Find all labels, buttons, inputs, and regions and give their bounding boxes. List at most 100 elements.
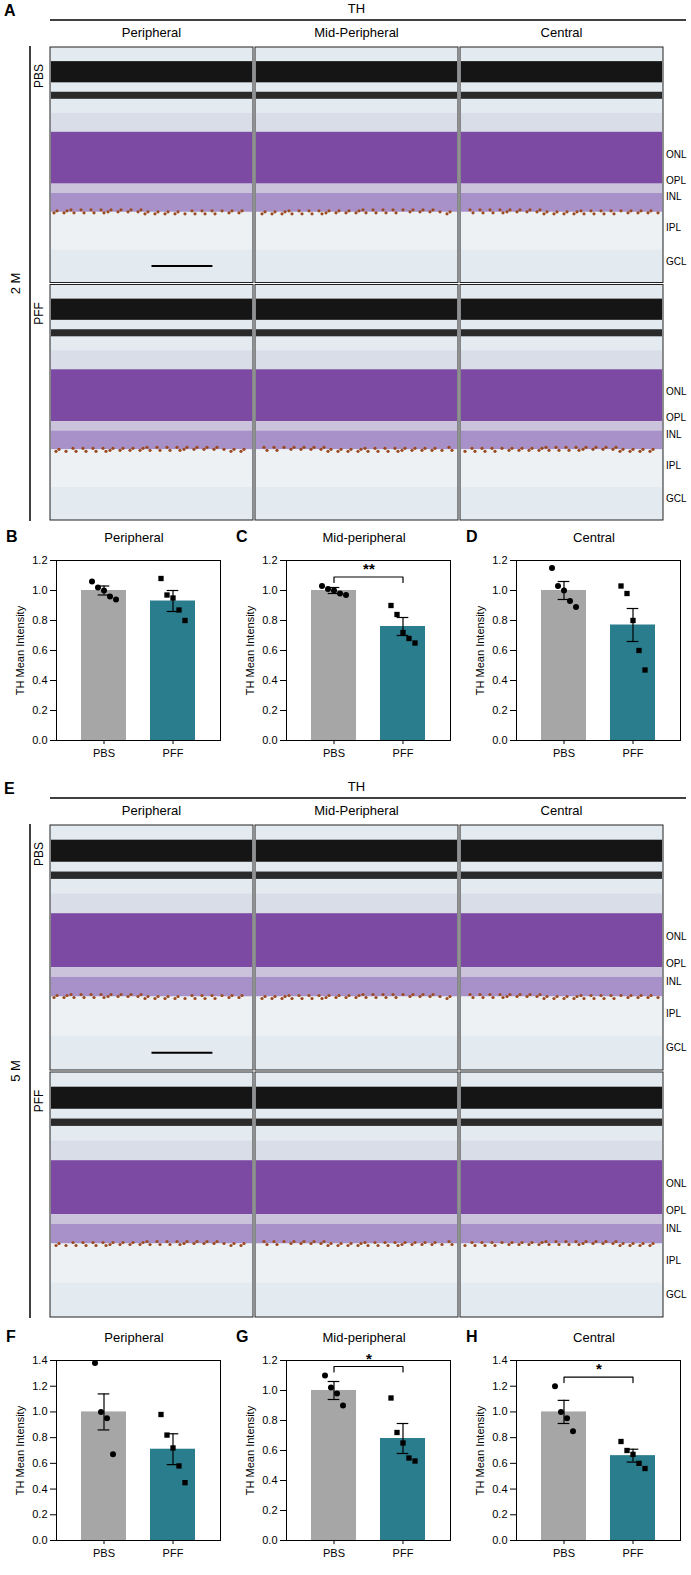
svg-text:0.2: 0.2 (32, 1508, 47, 1520)
svg-text:1.0: 1.0 (492, 584, 507, 596)
svg-text:OPL: OPL (666, 175, 686, 186)
svg-text:0.6: 0.6 (32, 644, 47, 656)
svg-text:TH Mean Intensity: TH Mean Intensity (244, 605, 256, 695)
svg-text:0.8: 0.8 (492, 1431, 507, 1443)
svg-text:0.2: 0.2 (262, 704, 277, 716)
svg-text:ONL: ONL (666, 386, 687, 397)
svg-text:1.2: 1.2 (32, 554, 47, 566)
svg-text:IPL: IPL (666, 460, 681, 471)
svg-text:TH: TH (348, 1, 365, 16)
svg-text:OPL: OPL (666, 1205, 686, 1216)
svg-text:ONL: ONL (666, 931, 687, 942)
svg-text:GCL: GCL (666, 256, 687, 267)
svg-text:1.0: 1.0 (32, 1405, 47, 1417)
svg-text:PFF: PFF (623, 1547, 644, 1559)
svg-text:0.2: 0.2 (262, 1504, 277, 1516)
svg-text:0.8: 0.8 (262, 1414, 277, 1426)
svg-text:Central: Central (541, 803, 583, 818)
svg-text:0.6: 0.6 (262, 644, 277, 656)
svg-text:2 M: 2 M (8, 273, 23, 295)
svg-text:E: E (4, 780, 15, 797)
svg-text:0.0: 0.0 (32, 734, 47, 746)
svg-text:0.4: 0.4 (32, 1483, 47, 1495)
svg-text:A: A (4, 2, 16, 19)
svg-text:0.0: 0.0 (492, 734, 507, 746)
svg-text:INL: INL (666, 191, 682, 202)
svg-text:INL: INL (666, 1223, 682, 1234)
svg-text:1.0: 1.0 (32, 584, 47, 596)
svg-text:INL: INL (666, 429, 682, 440)
svg-text:GCL: GCL (666, 493, 687, 504)
svg-text:0.0: 0.0 (492, 1534, 507, 1546)
svg-text:0.2: 0.2 (492, 1508, 507, 1520)
svg-text:IPL: IPL (666, 1255, 681, 1266)
svg-text:Peripheral: Peripheral (122, 25, 181, 40)
svg-text:TH Mean Intensity: TH Mean Intensity (14, 1405, 26, 1495)
svg-text:*: * (366, 1350, 372, 1367)
svg-text:1.2: 1.2 (492, 1380, 507, 1392)
svg-text:0.4: 0.4 (492, 1483, 507, 1495)
svg-text:TH Mean Intensity: TH Mean Intensity (244, 1405, 256, 1495)
svg-text:GCL: GCL (666, 1042, 687, 1053)
svg-text:1.4: 1.4 (32, 1354, 47, 1366)
svg-text:PFF: PFF (32, 1090, 46, 1113)
svg-text:IPL: IPL (666, 1008, 681, 1019)
svg-text:Central: Central (541, 25, 583, 40)
svg-text:PBS: PBS (323, 1547, 345, 1559)
svg-text:PBS: PBS (32, 64, 46, 88)
svg-text:PBS: PBS (93, 747, 115, 759)
svg-text:1.2: 1.2 (32, 1380, 47, 1392)
svg-text:OPL: OPL (666, 958, 686, 969)
svg-text:0.4: 0.4 (262, 1474, 277, 1486)
svg-text:IPL: IPL (666, 222, 681, 233)
svg-text:TH: TH (348, 779, 365, 794)
svg-text:PFF: PFF (163, 747, 184, 759)
svg-text:0.6: 0.6 (32, 1457, 47, 1469)
svg-text:*: * (596, 1360, 602, 1377)
svg-text:0.8: 0.8 (32, 1431, 47, 1443)
svg-text:1.0: 1.0 (492, 1405, 507, 1417)
svg-text:0.2: 0.2 (32, 704, 47, 716)
svg-text:TH Mean Intensity: TH Mean Intensity (474, 1405, 486, 1495)
svg-text:0.6: 0.6 (492, 644, 507, 656)
svg-text:0.4: 0.4 (492, 674, 507, 686)
svg-text:0.6: 0.6 (262, 1444, 277, 1456)
svg-text:0.8: 0.8 (492, 614, 507, 626)
svg-text:1.0: 1.0 (262, 584, 277, 596)
svg-text:0.8: 0.8 (32, 614, 47, 626)
svg-text:PBS: PBS (323, 747, 345, 759)
svg-text:PBS: PBS (553, 747, 575, 759)
svg-text:0.4: 0.4 (262, 674, 277, 686)
svg-text:0.0: 0.0 (262, 1534, 277, 1546)
svg-text:TH Mean Intensity: TH Mean Intensity (14, 605, 26, 695)
svg-text:5 M: 5 M (8, 1060, 23, 1082)
svg-text:0.4: 0.4 (32, 674, 47, 686)
svg-text:PFF: PFF (623, 747, 644, 759)
svg-text:Mid-Peripheral: Mid-Peripheral (314, 803, 399, 818)
svg-text:Mid-Peripheral: Mid-Peripheral (314, 25, 399, 40)
svg-text:PFF: PFF (393, 1547, 414, 1559)
svg-text:1.0: 1.0 (262, 1384, 277, 1396)
svg-text:1.2: 1.2 (262, 1354, 277, 1366)
svg-text:ONL: ONL (666, 149, 687, 160)
svg-text:0.6: 0.6 (492, 1457, 507, 1469)
svg-text:OPL: OPL (666, 412, 686, 423)
svg-text:PFF: PFF (163, 1547, 184, 1559)
svg-text:GCL: GCL (666, 1289, 687, 1300)
svg-text:1.2: 1.2 (492, 554, 507, 566)
svg-text:0.0: 0.0 (262, 734, 277, 746)
svg-text:PFF: PFF (32, 302, 46, 325)
svg-text:PBS: PBS (32, 842, 46, 866)
svg-text:TH Mean Intensity: TH Mean Intensity (474, 605, 486, 695)
svg-text:PFF: PFF (393, 747, 414, 759)
svg-text:1.4: 1.4 (492, 1354, 507, 1366)
svg-text:0.8: 0.8 (262, 614, 277, 626)
svg-text:1.2: 1.2 (262, 554, 277, 566)
svg-text:Peripheral: Peripheral (122, 803, 181, 818)
svg-text:PBS: PBS (553, 1547, 575, 1559)
svg-text:PBS: PBS (93, 1547, 115, 1559)
svg-text:ONL: ONL (666, 1178, 687, 1189)
svg-text:**: ** (363, 560, 375, 577)
svg-text:INL: INL (666, 976, 682, 987)
svg-text:0.0: 0.0 (32, 1534, 47, 1546)
